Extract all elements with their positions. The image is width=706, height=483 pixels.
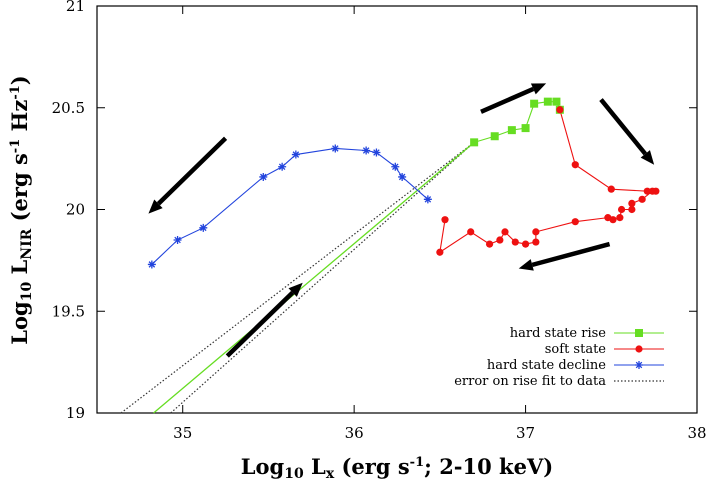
- y-tick-label: 19.5: [52, 302, 85, 320]
- annotation-arrows: [148, 83, 655, 358]
- data-point: [496, 236, 504, 244]
- x-tick-label: 36: [345, 424, 364, 442]
- x-tick-label: 37: [516, 424, 535, 442]
- plot-frame: [96, 5, 698, 414]
- data-point: [628, 199, 636, 207]
- data-point: [362, 146, 371, 155]
- data-point: [571, 218, 579, 226]
- data-point: [147, 260, 156, 269]
- data-point: [571, 161, 579, 169]
- data-point: [372, 148, 381, 157]
- data-point: [467, 228, 475, 236]
- data-point: [331, 144, 340, 153]
- data-point: [173, 236, 182, 245]
- data-point: [398, 172, 407, 181]
- fit-upper-bound-line: [120, 141, 475, 414]
- data-point: [532, 228, 540, 236]
- data-point: [436, 248, 444, 256]
- data-point: [423, 195, 432, 204]
- data-point: [521, 124, 530, 133]
- y-axis-title: Log10 LNIR (erg s-1 Hz-1): [7, 75, 35, 344]
- data-point: [635, 345, 643, 353]
- data-point: [556, 106, 564, 114]
- data-point: [552, 97, 561, 106]
- arrow-head: [148, 199, 163, 214]
- data-point: [607, 185, 615, 193]
- y-tick-label: 20.5: [52, 99, 85, 117]
- data-point: [490, 132, 499, 141]
- data-point: [391, 162, 400, 171]
- legend-label: error on rise fit to data: [454, 374, 606, 389]
- data-point: [259, 172, 268, 181]
- y-tick-label: 21: [66, 0, 85, 15]
- y-tick-label: 20: [66, 201, 85, 219]
- data-point: [617, 205, 626, 214]
- tick-marks: [97, 5, 698, 414]
- data-point: [530, 99, 539, 108]
- data-point: [470, 138, 479, 147]
- y-tick-labels: 19 19.5 20 20.5 21: [52, 0, 85, 422]
- data-point: [199, 223, 208, 232]
- data-point: [278, 162, 287, 171]
- x-tick-label: 38: [687, 424, 706, 442]
- data-point: [291, 150, 300, 159]
- fit-lines: [120, 141, 475, 414]
- data-point: [616, 214, 624, 222]
- data-point: [532, 238, 540, 246]
- fit-lower-bound-line: [170, 141, 475, 414]
- data-point: [628, 205, 636, 214]
- legend-label: hard state decline: [487, 358, 606, 373]
- data-point: [543, 97, 552, 106]
- arrow-shaft: [531, 241, 611, 268]
- arrow-head: [518, 259, 534, 271]
- legend-label: hard state rise: [510, 326, 607, 341]
- x-tick-label: 35: [173, 424, 192, 442]
- data-point: [485, 240, 494, 248]
- data-point: [511, 238, 519, 246]
- data-point: [635, 329, 643, 337]
- data-point: [507, 126, 516, 135]
- data-point: [635, 361, 643, 369]
- arrow-head: [530, 83, 547, 95]
- arrow-shaft: [599, 98, 648, 156]
- data-point: [638, 195, 646, 203]
- arrow-head: [640, 150, 655, 165]
- legend-label: soft state: [545, 342, 607, 357]
- data-point: [501, 228, 509, 236]
- x-axis-title: Log10 Lx (erg s-1; 2-10 keV): [241, 454, 553, 482]
- data-point: [521, 240, 530, 248]
- arrow-shaft: [156, 136, 228, 206]
- series-lines: [151, 101, 656, 265]
- arrow-shaft: [480, 86, 535, 114]
- y-tick-label: 19: [66, 404, 85, 422]
- fit-central-line: [153, 141, 475, 414]
- x-tick-labels: 35 36 37 38: [173, 424, 706, 442]
- arrow-shaft: [225, 290, 295, 358]
- data-point: [643, 187, 651, 195]
- data-point: [441, 216, 449, 224]
- data-point: [648, 187, 657, 195]
- arrow-head: [288, 282, 303, 297]
- data-point: [604, 214, 612, 222]
- series-line-2: [151, 147, 429, 265]
- series-markers: [147, 97, 660, 269]
